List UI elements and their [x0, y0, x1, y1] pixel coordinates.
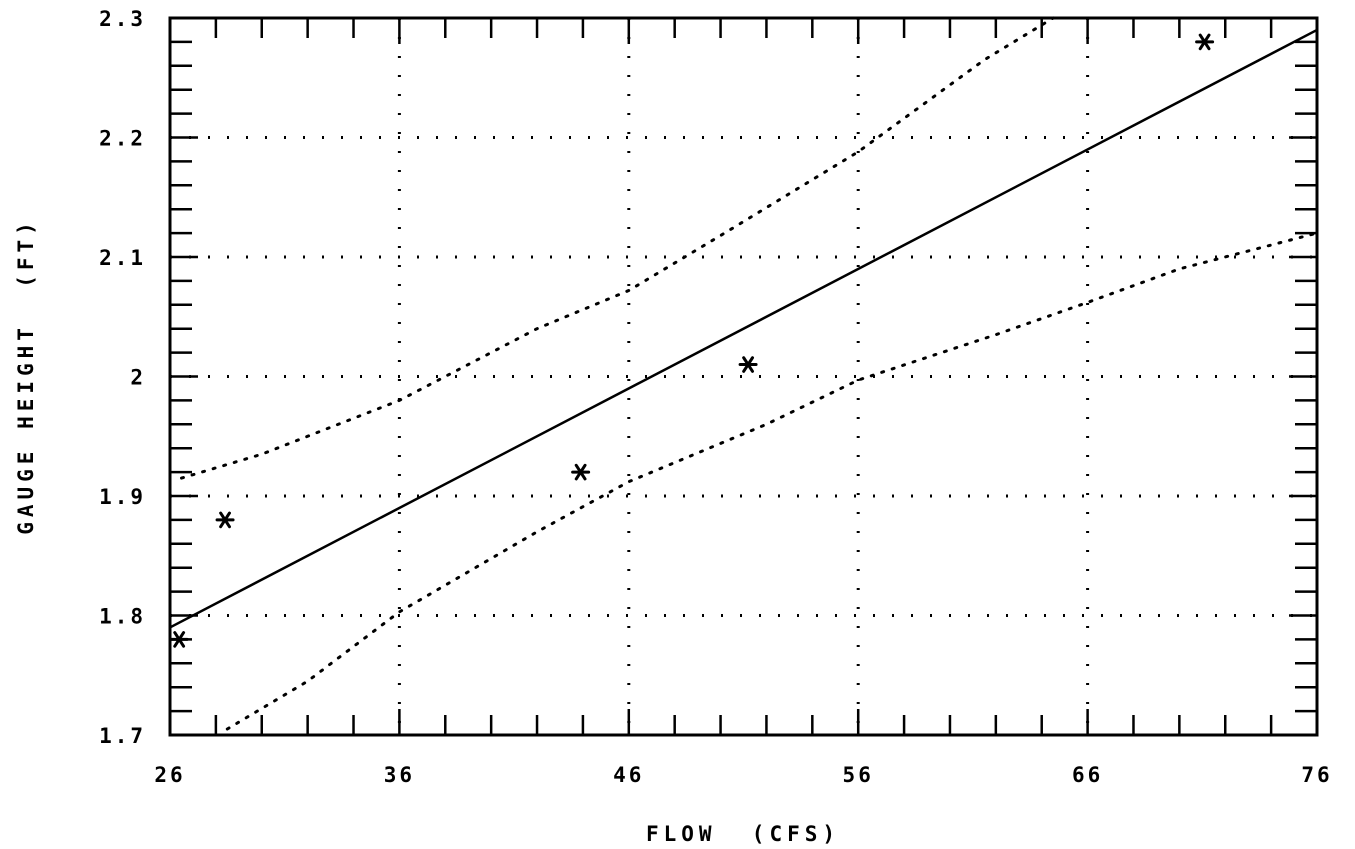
- x-tick-label: 56: [843, 763, 874, 787]
- y-tick-label: 1.8: [99, 605, 146, 629]
- y-tick-label: 1.9: [99, 485, 146, 509]
- x-tick-label: 76: [1301, 763, 1332, 787]
- data-point: [169, 631, 189, 648]
- data-point: [738, 356, 758, 373]
- plot-area-frame: [168, 16, 1319, 737]
- fit-line-group: [169, 28, 1318, 629]
- x-tick-label: 66: [1072, 763, 1103, 787]
- y-tick-label: 2: [130, 366, 146, 390]
- x-tick-label: 36: [384, 763, 415, 787]
- y-tick-label: 1.7: [99, 724, 146, 748]
- upper-confidence-band: [180, 16, 1055, 480]
- x-tick-labels: 26 36 46 56 66 76: [154, 763, 1332, 787]
- data-points: [169, 33, 1215, 648]
- x-axis-title: FLOW (CFS): [646, 822, 840, 846]
- data-point: [1195, 33, 1215, 51]
- minor-ticks: [170, 18, 1317, 735]
- fit-line: [169, 28, 1318, 629]
- grid: [170, 18, 1317, 735]
- y-tick-label: 2.3: [99, 7, 146, 31]
- x-tick-label: 26: [154, 763, 185, 787]
- y-tick-label: 2.2: [99, 127, 146, 151]
- x-tick-label: 46: [613, 763, 644, 787]
- confidence-bands: [180, 16, 1319, 731]
- lower-confidence-band: [225, 231, 1319, 731]
- y-axis-title: GAUGE HEIGHT (FT): [14, 217, 38, 535]
- y-tick-label: 2.1: [99, 246, 146, 270]
- y-tick-labels: 1.7 1.8 1.9 2 2.1 2.2 2.3: [99, 7, 146, 748]
- data-point: [215, 511, 235, 529]
- data-point: [571, 463, 591, 481]
